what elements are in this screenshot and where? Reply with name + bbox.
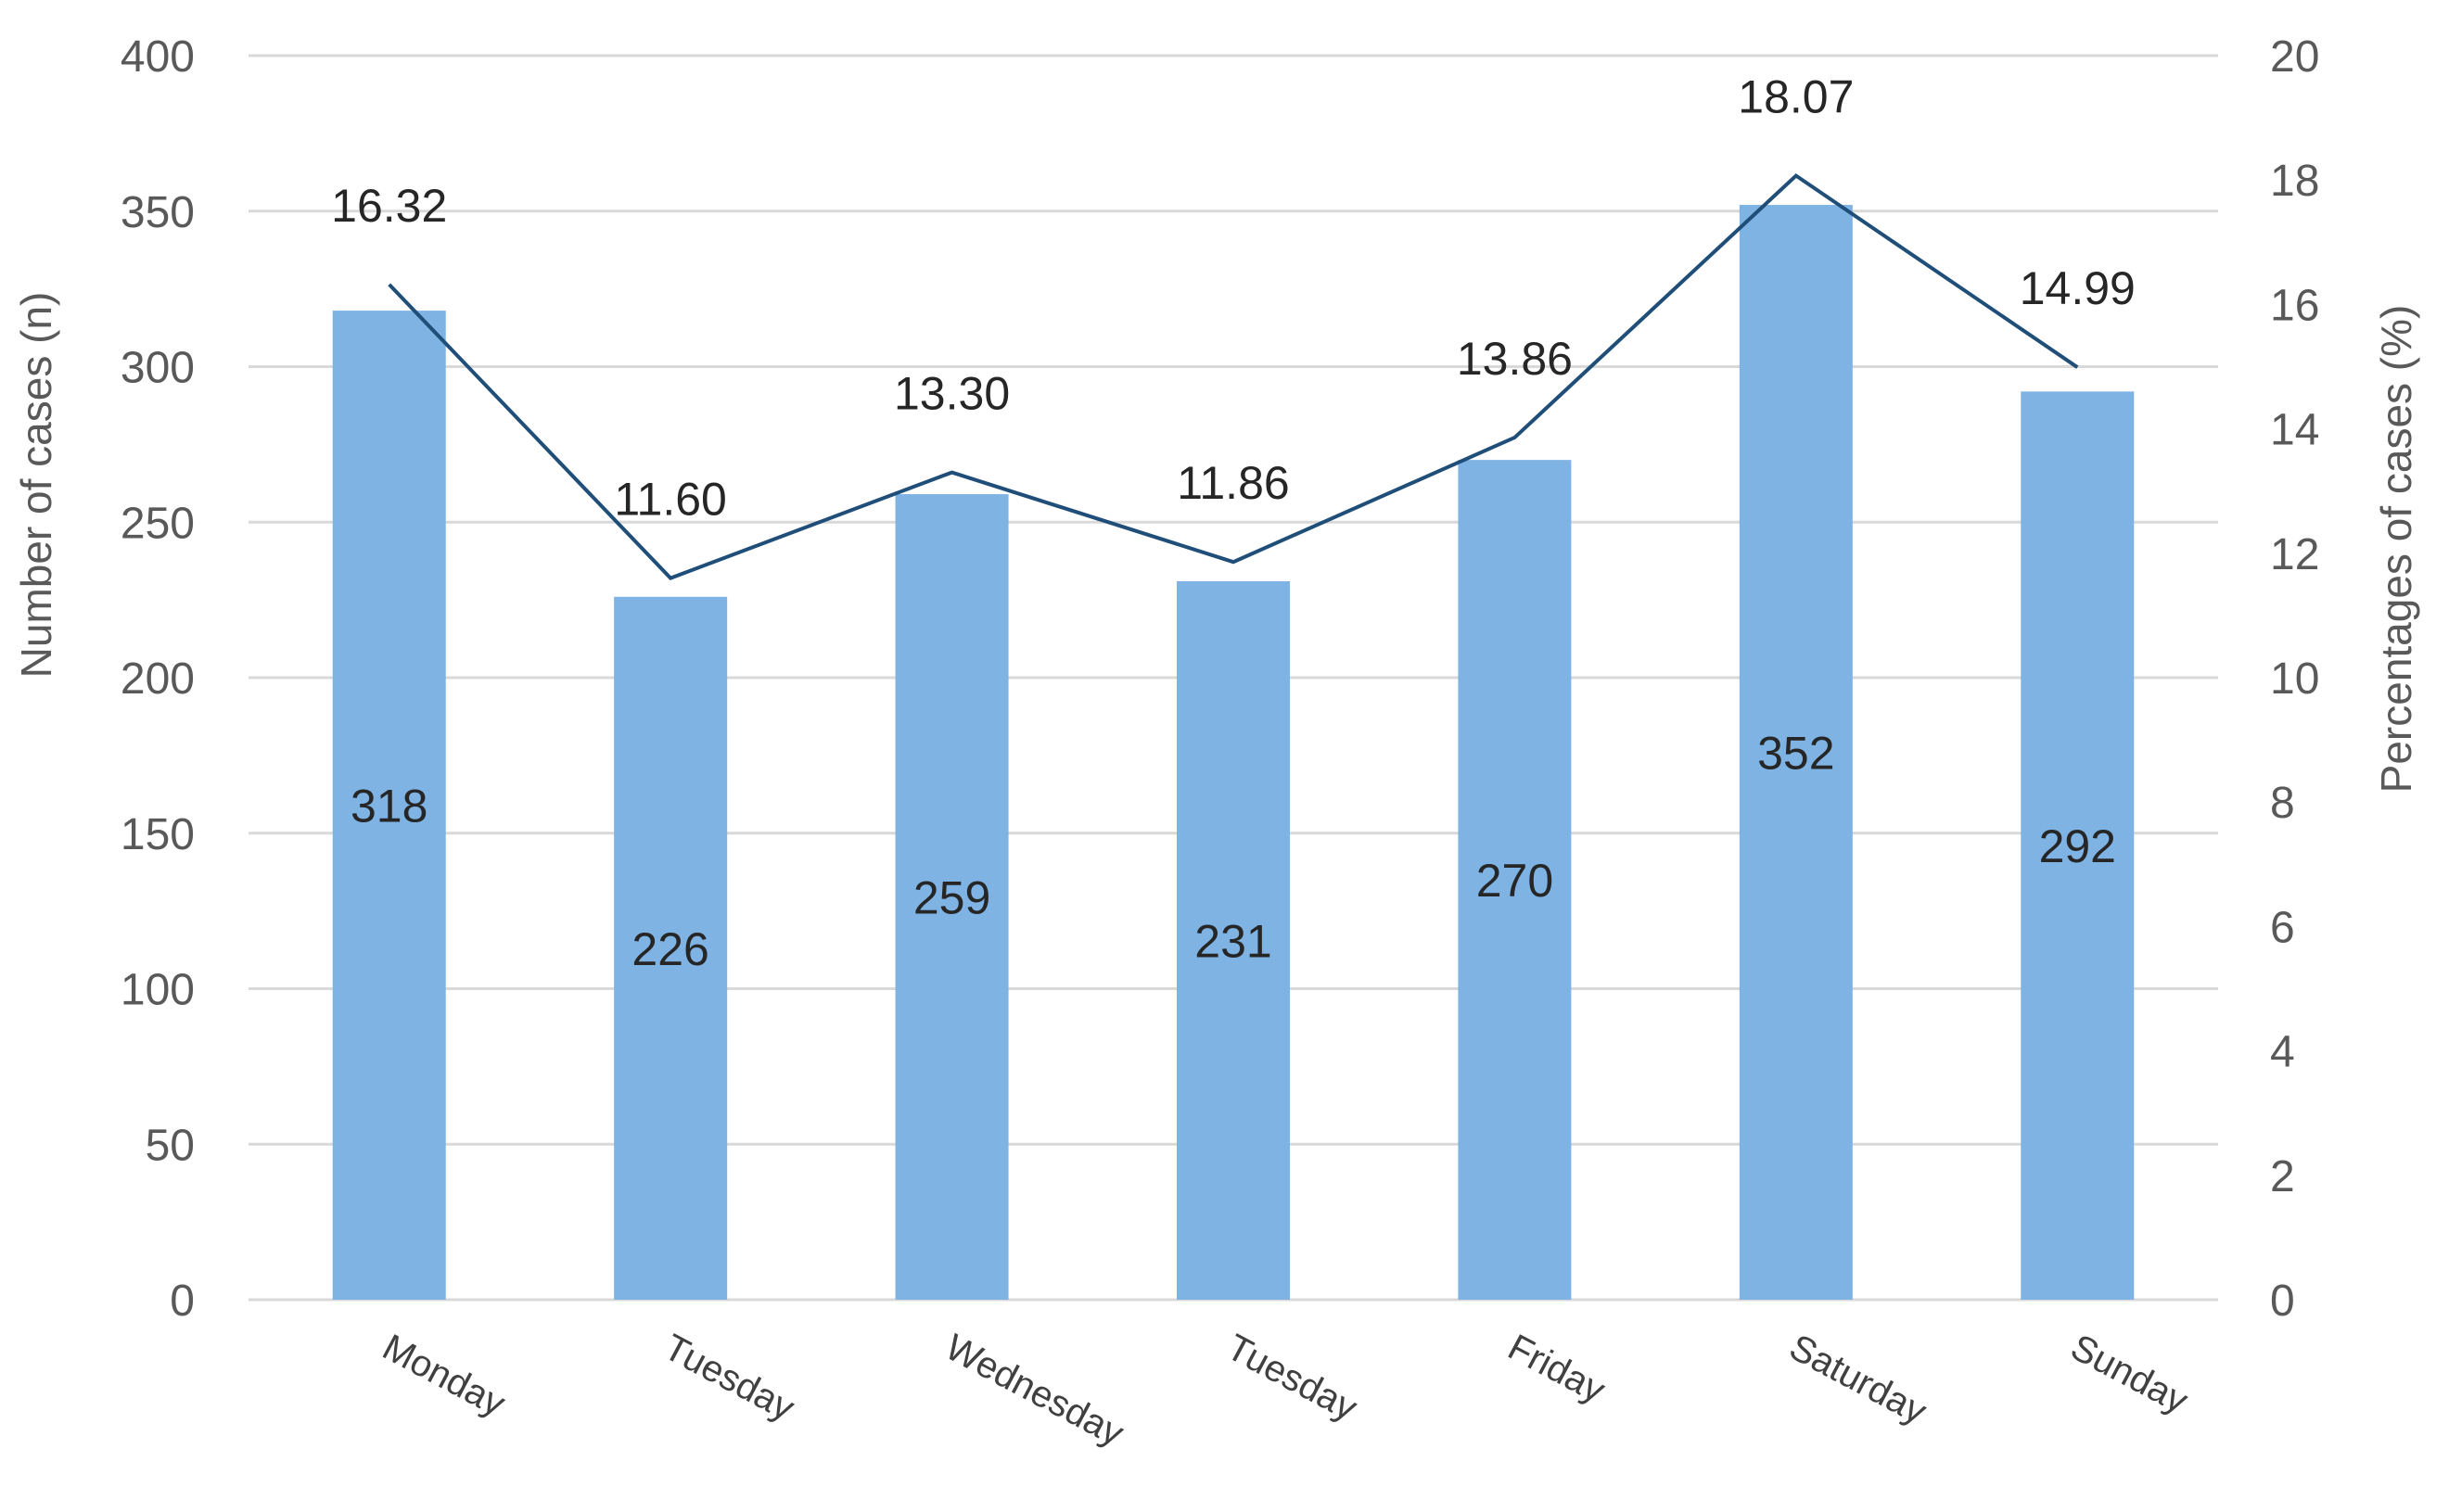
right-tick-label: 18 — [2270, 157, 2319, 206]
left-tick-label: 0 — [170, 1277, 195, 1326]
line-series — [388, 172, 2079, 580]
left-tick-label: 50 — [146, 1121, 195, 1170]
bar-data-label: 352 — [1757, 728, 1834, 780]
percentage-line — [388, 172, 2079, 580]
right-tick-label: 12 — [2270, 530, 2319, 579]
right-tick-label: 4 — [2270, 1028, 2295, 1077]
bar — [1177, 580, 1290, 1300]
right-tick-label: 20 — [2270, 32, 2319, 82]
left-tick-label: 150 — [121, 810, 195, 859]
right-tick-label: 6 — [2270, 903, 2295, 952]
line-data-labels: 16.32 11.60 13.30 11.86 13.86 18.07 14.99 — [331, 71, 2136, 526]
category-label: Tuesday — [657, 1327, 801, 1429]
category-label: Sunday — [2064, 1327, 2194, 1422]
bar-data-label: 231 — [1194, 915, 1271, 967]
category-labels: Monday Tuesday Wednesday Tuesday Friday Satur… — [376, 1327, 2194, 1455]
line-data-label: 16.32 — [331, 180, 447, 232]
bar — [1739, 205, 1853, 1300]
left-axis-ticks: 0 50 100 150 200 250 300 350 400 — [121, 32, 195, 1326]
line-data-label: 11.86 — [1177, 457, 1289, 509]
right-tick-label: 14 — [2270, 406, 2319, 455]
category-label: Monday — [376, 1327, 511, 1425]
bar — [614, 596, 728, 1300]
bar-data-label: 270 — [1476, 855, 1553, 907]
bar-series — [332, 205, 2135, 1301]
left-tick-label: 300 — [121, 344, 195, 393]
right-tick-label: 10 — [2270, 654, 2319, 704]
left-tick-label: 100 — [121, 966, 195, 1015]
line-data-label: 14.99 — [2020, 262, 2136, 314]
category-label: Friday — [1501, 1327, 1612, 1411]
right-tick-label: 0 — [2270, 1277, 2295, 1326]
left-axis-title: Number of cases (n) — [12, 292, 60, 679]
bar — [895, 494, 1009, 1300]
right-axis-ticks: 0 2 4 6 8 10 12 14 16 18 20 — [2270, 32, 2319, 1326]
bar-data-label: 259 — [913, 872, 990, 924]
bar — [332, 311, 446, 1300]
right-tick-label: 16 — [2270, 281, 2319, 330]
line-data-label: 13.30 — [894, 368, 1010, 420]
left-tick-label: 350 — [121, 188, 195, 237]
left-tick-label: 250 — [121, 499, 195, 548]
right-tick-label: 2 — [2270, 1152, 2295, 1201]
bar — [1458, 460, 1572, 1300]
bar-data-label: 226 — [631, 923, 708, 975]
line-data-label: 11.60 — [614, 474, 726, 526]
bar-data-labels: 318 226 259 231 270 352 292 — [351, 728, 2116, 975]
bar-data-label: 318 — [351, 781, 427, 832]
bar-data-label: 292 — [2039, 820, 2116, 872]
bar — [2021, 391, 2135, 1301]
right-axis-title: Percentages of cases (%) — [2372, 305, 2420, 794]
left-tick-label: 200 — [121, 654, 195, 704]
category-label: Saturday — [1783, 1327, 1933, 1432]
category-label: Wednesday — [938, 1327, 1130, 1455]
category-label: Tuesday — [1220, 1327, 1364, 1429]
left-tick-label: 400 — [121, 32, 195, 82]
line-data-label: 13.86 — [1457, 333, 1573, 385]
line-data-label: 18.07 — [1738, 71, 1854, 123]
right-tick-label: 8 — [2270, 779, 2295, 828]
